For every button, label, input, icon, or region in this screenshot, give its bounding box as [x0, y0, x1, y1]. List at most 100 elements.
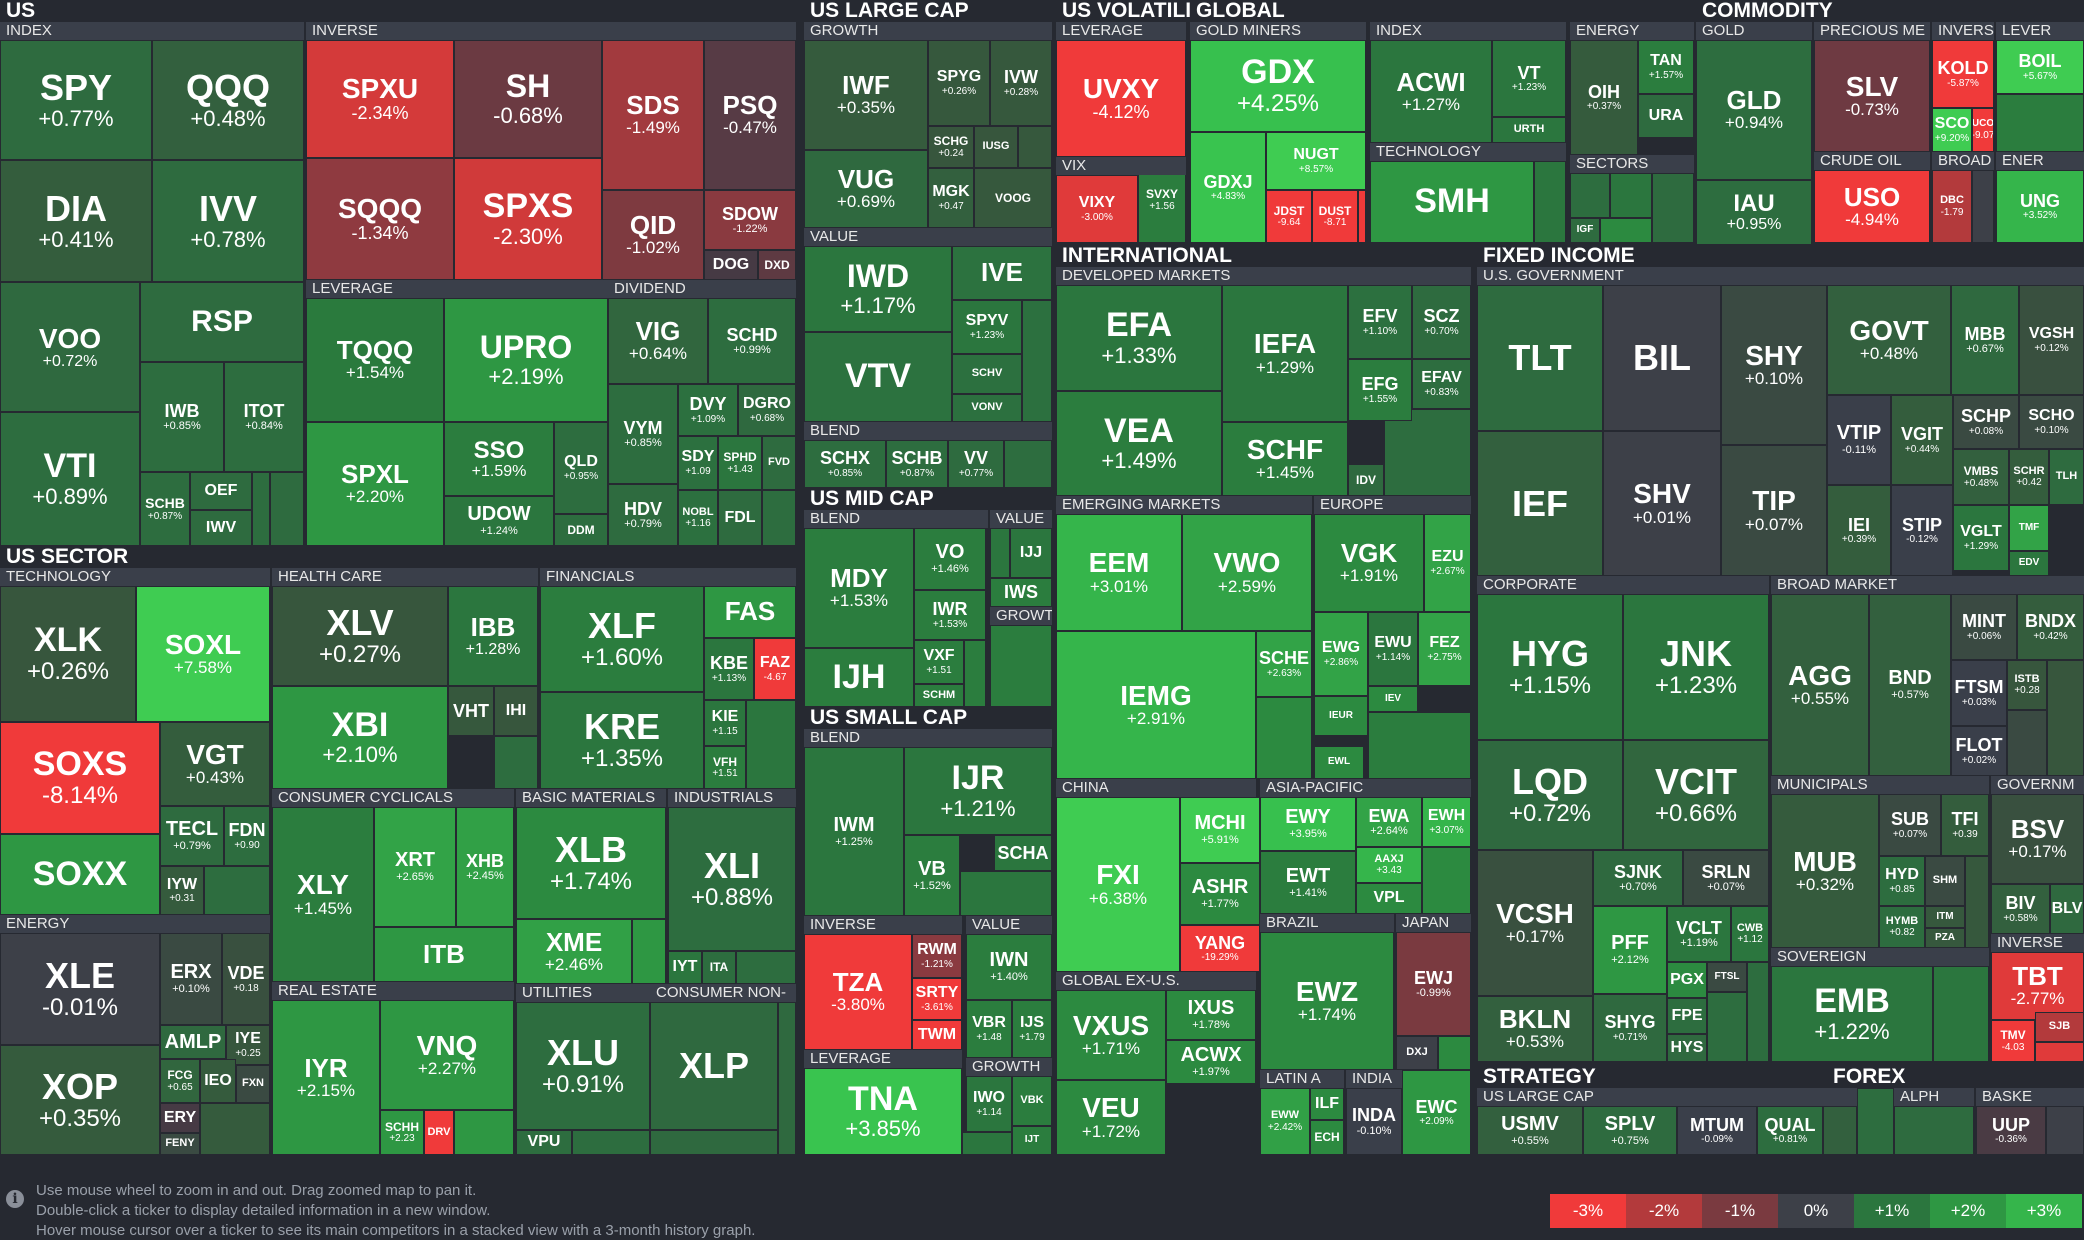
ticker-tile-efav[interactable]: EFAV +0.83% [1412, 359, 1471, 409]
ticker-tile-sdy[interactable]: SDY +1.09 [678, 436, 718, 490]
ticker-tile-dia[interactable]: DIA +0.41% [0, 160, 152, 282]
ticker-tile-scha[interactable]: SCHA [994, 835, 1052, 871]
ticker-tile-bil[interactable]: BIL [1603, 285, 1721, 431]
ticker-tile-ura[interactable]: URA [1638, 94, 1694, 138]
ticker-tile-vbk[interactable]: VBK [1012, 1076, 1052, 1126]
ticker-tile-fas[interactable]: FAS [704, 586, 796, 638]
ticker-tile-ewl[interactable]: EWL [1314, 746, 1364, 779]
ticker-tile-srln[interactable]: SRLN +0.07% [1683, 850, 1769, 906]
ticker-tile-cwb[interactable]: CWB +1.12 [1731, 906, 1769, 962]
ticker-tile-agg[interactable]: AGG +0.55% [1771, 594, 1869, 776]
ticker-tile-vclt[interactable]: VCLT +1.19% [1667, 906, 1731, 962]
ticker-tile-iemg[interactable]: IEMG +2.91% [1056, 631, 1256, 779]
ticker-tile-qual[interactable]: QUAL +0.81% [1757, 1106, 1823, 1155]
ticker-tile-vym[interactable]: VYM +0.85% [608, 384, 678, 484]
ticker-tile-tza[interactable]: TZA -3.80% [804, 934, 912, 1050]
ticker-tile-schf[interactable]: SCHF +1.45% [1222, 422, 1348, 496]
small-ticker-tile[interactable] [2035, 1042, 2084, 1062]
ticker-tile-tan[interactable]: TAN +1.57% [1638, 40, 1694, 94]
small-ticker-tile[interactable] [1972, 170, 1994, 243]
ticker-tile-faz[interactable]: FAZ -4.67 [754, 638, 796, 700]
ticker-tile-istb[interactable]: ISTB +0.28 [2007, 660, 2047, 710]
ticker-tile-pza[interactable]: PZA [1925, 928, 1965, 948]
ticker-tile-xrt[interactable]: XRT +2.65% [374, 807, 456, 927]
ticker-tile-xhb[interactable]: XHB +2.45% [456, 807, 514, 927]
ticker-tile-ijj[interactable]: IJJ [1010, 528, 1052, 578]
ticker-tile-ewc[interactable]: EWC +2.09% [1402, 1070, 1471, 1155]
ticker-tile-qqq[interactable]: QQQ +0.48% [152, 40, 304, 160]
ticker-tile-voog[interactable]: VOOG [974, 168, 1052, 228]
small-ticker-tile[interactable] [1004, 440, 1052, 488]
ticker-tile-vtip[interactable]: VTIP -0.11% [1827, 395, 1891, 485]
ticker-tile-sphd[interactable]: SPHD +1.43 [718, 436, 762, 490]
ticker-tile-iwo[interactable]: IWO +1.14 [966, 1076, 1012, 1132]
ticker-tile-iwr[interactable]: IWR +1.53% [914, 590, 986, 640]
ticker-tile-vti[interactable]: VTI +0.89% [0, 412, 140, 546]
ticker-tile-mdy[interactable]: MDY +1.53% [804, 528, 914, 648]
ticker-tile-fxi[interactable]: FXI +6.38% [1056, 797, 1180, 972]
ticker-tile-schh[interactable]: SCHH +2.23 [380, 1110, 424, 1155]
ticker-tile-iau[interactable]: IAU +0.95% [1696, 180, 1812, 245]
ticker-tile-hys[interactable]: HYS [1667, 1034, 1707, 1062]
ticker-tile-dxd[interactable]: DXD [758, 250, 796, 280]
ticker-tile-ezu[interactable]: EZU +2.67% [1424, 514, 1471, 612]
ticker-tile-ibb[interactable]: IBB +1.28% [448, 586, 538, 686]
ticker-tile-bnd[interactable]: BND +0.57% [1869, 594, 1951, 776]
ticker-tile-ftsm[interactable]: FTSM +0.03% [1951, 660, 2007, 726]
ticker-tile-inda[interactable]: INDA -0.10% [1346, 1088, 1402, 1155]
small-ticker-tile[interactable] [650, 1130, 778, 1155]
ticker-tile-xop[interactable]: XOP +0.35% [0, 1045, 160, 1155]
ticker-tile-schb[interactable]: SCHB +0.87% [140, 472, 190, 546]
ticker-tile-vgsh[interactable]: VGSH +0.12% [2019, 285, 2084, 395]
small-ticker-tile[interactable] [1384, 409, 1471, 496]
ticker-tile-sds[interactable]: SDS -1.49% [602, 40, 704, 190]
ticker-tile-tecl[interactable]: TECL +0.79% [160, 806, 224, 866]
ticker-tile-shm[interactable]: SHM [1925, 856, 1965, 906]
small-ticker-tile[interactable] [990, 528, 1010, 578]
ticker-tile-ilf[interactable]: ILF [1310, 1088, 1344, 1120]
ticker-tile-mint[interactable]: MINT +0.06% [1951, 594, 2017, 660]
small-ticker-tile[interactable] [1707, 992, 1747, 1062]
small-ticker-tile[interactable] [1652, 173, 1694, 243]
ticker-tile-xlv[interactable]: XLV +0.27% [272, 586, 448, 686]
ticker-tile-iwf[interactable]: IWF +0.35% [804, 40, 928, 150]
small-ticker-tile[interactable] [1857, 1088, 1894, 1155]
ticker-tile-fdl[interactable]: FDL [718, 490, 762, 546]
ticker-tile-slv[interactable]: SLV -0.73% [1814, 40, 1930, 152]
ticker-tile-sche[interactable]: SCHE +2.63% [1256, 631, 1312, 697]
ticker-tile-schb[interactable]: SCHB +0.87% [886, 440, 948, 488]
small-ticker-tile[interactable] [1823, 1106, 1857, 1155]
small-ticker-tile[interactable] [1965, 856, 1989, 948]
small-ticker-tile[interactable] [2007, 710, 2047, 776]
ticker-tile-voo[interactable]: VOO +0.72% [0, 282, 140, 412]
small-ticker-tile[interactable] [1600, 218, 1652, 243]
ticker-tile-ewt[interactable]: EWT +1.41% [1260, 851, 1356, 914]
small-ticker-tile[interactable] [990, 625, 1052, 707]
ticker-tile-vo[interactable]: VO +1.46% [914, 528, 986, 590]
ticker-tile-fez[interactable]: FEZ +2.75% [1418, 612, 1471, 686]
ticker-tile-shy[interactable]: SHY +0.10% [1721, 285, 1827, 445]
ticker-tile-rsp[interactable]: RSP [140, 282, 304, 362]
ticker-tile-sqqq[interactable]: SQQQ -1.34% [306, 158, 454, 280]
ticker-tile-iyw[interactable]: IYW +0.31 [160, 866, 204, 915]
ticker-tile-ihi[interactable]: IHI [494, 686, 538, 736]
small-ticker-tile[interactable] [494, 736, 538, 789]
ticker-tile-idv[interactable]: IDV [1348, 464, 1384, 496]
ticker-tile-gld[interactable]: GLD +0.94% [1696, 40, 1812, 180]
small-ticker-tile[interactable] [200, 1103, 270, 1155]
ticker-tile-kbe[interactable]: KBE +1.13% [704, 638, 754, 700]
ticker-tile-tmv[interactable]: TMV -4.03 [1991, 1020, 2035, 1062]
ticker-tile-tbt[interactable]: TBT -2.77% [1991, 952, 2084, 1020]
small-ticker-tile[interactable] [964, 640, 986, 707]
ticker-tile-stip[interactable]: STIP -0.12% [1891, 485, 1953, 576]
ticker-tile-tmf[interactable]: TMF [2009, 505, 2049, 551]
ticker-tile-fcg[interactable]: FCG +0.65 [160, 1059, 200, 1103]
small-ticker-tile[interactable] [2046, 1106, 2084, 1155]
ticker-tile-xme[interactable]: XME +2.46% [516, 919, 632, 984]
ticker-tile-efg[interactable]: EFG +1.55% [1348, 359, 1412, 421]
small-ticker-tile[interactable] [1894, 1106, 1974, 1155]
ticker-tile-jdst[interactable]: JDST -9.64 [1266, 190, 1312, 243]
ticker-tile-emb[interactable]: EMB +1.22% [1771, 966, 1933, 1062]
ticker-tile-ech[interactable]: ECH [1310, 1120, 1344, 1155]
ticker-tile-splv[interactable]: SPLV +0.75% [1583, 1106, 1677, 1155]
